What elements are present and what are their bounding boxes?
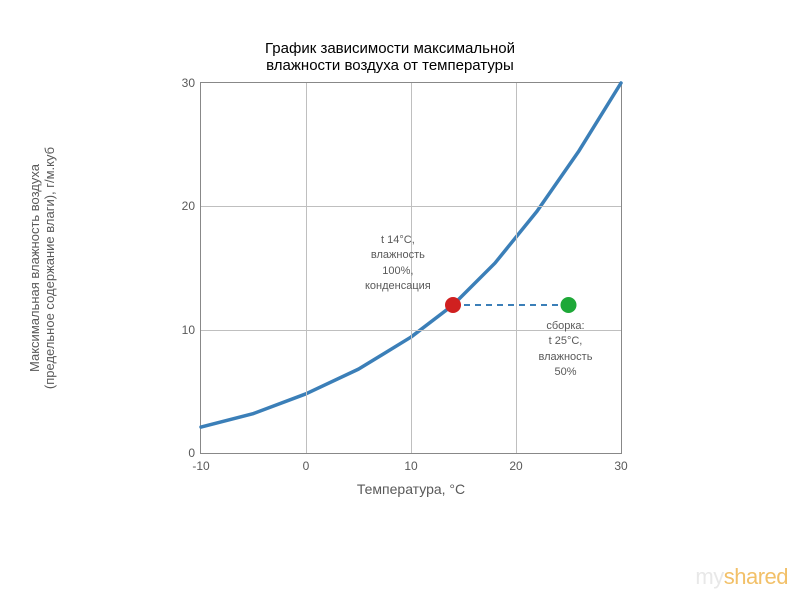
x-axis-label: Температура, °С: [357, 481, 465, 497]
condensation-point-label: t 14°С,влажность100%,конденсация: [365, 233, 431, 295]
x-tick-label: 10: [404, 459, 417, 473]
title-line-1: График зависимости максимальной: [265, 40, 515, 57]
y-tick-label: 20: [182, 199, 195, 213]
watermark-accent: shared: [724, 564, 788, 589]
y-axis-label: Максимальная влажность воздуха (предельн…: [27, 147, 57, 389]
plot-area: Максимальная влажность воздуха (предельн…: [200, 82, 622, 454]
chart-title: График зависимости максимальной влажност…: [130, 40, 650, 74]
watermark-prefix: my: [695, 564, 723, 589]
x-tick-label: -10: [192, 459, 209, 473]
watermark: myshared: [695, 564, 788, 590]
y-tick-label: 10: [182, 323, 195, 337]
assembly-point: [561, 297, 577, 313]
condensation-point: [445, 297, 461, 313]
humidity-chart: График зависимости максимальной влажност…: [130, 40, 650, 510]
assembly-point-label: сборка:t 25°С,влажность50%: [539, 319, 593, 381]
grid-line-v: [306, 83, 307, 453]
x-tick-label: 0: [303, 459, 310, 473]
x-tick-label: 30: [614, 459, 627, 473]
y-tick-label: 30: [182, 76, 195, 90]
title-line-2: влажности воздуха от температуры: [266, 57, 514, 74]
y-tick-label: 0: [188, 446, 195, 460]
x-tick-label: 20: [509, 459, 522, 473]
grid-line-v: [516, 83, 517, 453]
grid-line-h: [201, 206, 621, 207]
